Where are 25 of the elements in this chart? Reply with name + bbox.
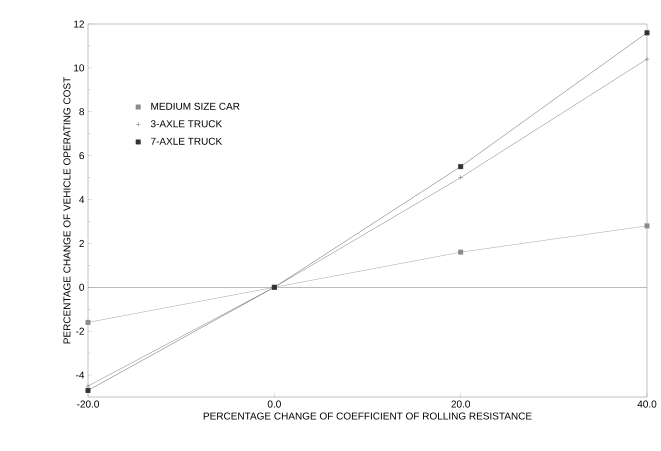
- y-tick-label: 12: [74, 20, 84, 28]
- legend-label: MEDIUM SIZE CAR: [151, 102, 240, 110]
- legend-label: 7-AXLE TRUCK: [151, 138, 222, 145]
- point: [644, 30, 650, 36]
- y-tick-label: 10: [74, 64, 84, 72]
- y-tick-label: 8: [79, 108, 84, 116]
- point: [458, 250, 464, 255]
- y-tick-label: 2: [79, 240, 84, 247]
- x-tick-label: 40.0: [638, 400, 656, 408]
- y-tick-label: -4: [76, 372, 84, 378]
- x-tick-label: 20.0: [451, 400, 470, 408]
- x-tick-label: -20.0: [77, 400, 100, 408]
- y-tick-label: 0: [79, 284, 84, 291]
- point: [458, 164, 464, 170]
- legend-label: 3-AXLE TRUCK: [150, 120, 222, 128]
- x-axis-title: PERCENTAGE CHANGE OF COEFFICIENT OF ROLLING RESISTANCE: [204, 412, 532, 420]
- y-tick-label: 6: [79, 152, 84, 160]
- y-tick-label: 4: [79, 196, 84, 203]
- y-tick-label: -2: [76, 328, 84, 335]
- x-tick-label: 0.0: [268, 400, 281, 408]
- point: [644, 223, 650, 228]
- y-axis-title: PERCENTAGE CHANGE OF VEHICLE OPERATING COST: [63, 77, 70, 344]
- point: [86, 388, 90, 393]
- point: [458, 175, 464, 180]
- point: [86, 320, 90, 325]
